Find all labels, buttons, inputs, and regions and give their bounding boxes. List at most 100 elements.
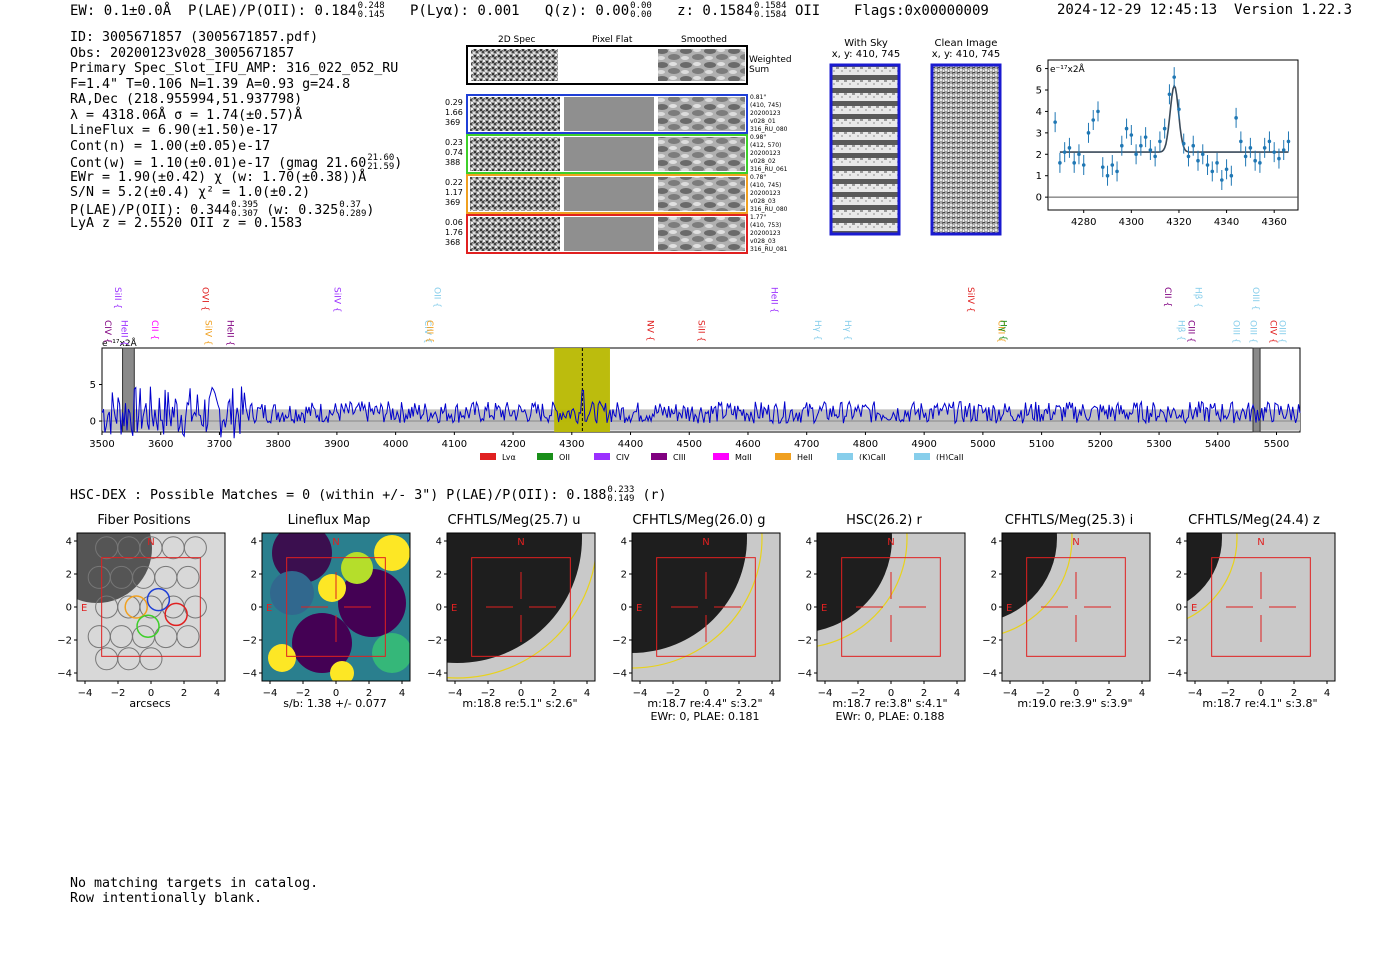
spec-line-marker: OII { bbox=[431, 287, 441, 308]
spec-line-marker: Hγ { bbox=[812, 320, 822, 341]
plae2-w: (w: 0.325 bbox=[266, 202, 339, 218]
zoom-data-point bbox=[1153, 154, 1157, 159]
spec-legend-label: CIII bbox=[673, 453, 686, 460]
panel-xtick-label: −4 bbox=[818, 688, 833, 699]
spec-ytick-label: 5 bbox=[90, 380, 96, 391]
plae2-end: ) bbox=[366, 202, 375, 218]
panel-plot: N E −4 4 −2 2 0 0 2 −2 4 −4 bbox=[1167, 532, 1336, 699]
plae2-w-hi: 0.37 bbox=[339, 199, 361, 210]
spec-row-left-stat: 369 bbox=[445, 198, 460, 207]
hsc-summary-text: HSC-DEX : Possible Matches = 0 (within +… bbox=[70, 488, 607, 503]
zoom-xtick-label: 4360 bbox=[1261, 217, 1286, 228]
header-bar: EW: 0.1±0.0Å P(LAE)/P(OII): 0.184 0.248 0.… bbox=[70, 2, 989, 20]
spec-error-band bbox=[102, 409, 1300, 431]
zoom-xtick-label: 4280 bbox=[1071, 217, 1096, 228]
panel-xtick-label: −4 bbox=[1003, 688, 1018, 699]
spec-row-flat bbox=[564, 217, 654, 251]
zoom-plot-frame bbox=[1047, 59, 1299, 211]
panel-xtick-label: 0 bbox=[518, 688, 524, 699]
panel-ytick-label: 0 bbox=[621, 603, 627, 614]
panel-ytick-label: −2 bbox=[57, 636, 72, 647]
imaging-panel: HSC(26.2) r N E −4 4 −2 2 0 0 2 −2 4 −4 m:18.7 re:3.8… bbox=[790, 510, 975, 725]
spec-line-marker: HeII { bbox=[225, 320, 235, 346]
zoom-data-point bbox=[1077, 152, 1081, 157]
spec-ylabel: e⁻¹⁷x2Å bbox=[102, 337, 138, 349]
panel-image bbox=[77, 533, 225, 681]
zoom-data-point bbox=[1234, 116, 1238, 120]
weighted-sum-label: Weighted Sum bbox=[749, 55, 792, 75]
spec-xtick-label: 3500 bbox=[89, 439, 114, 450]
spec-line-marker: CII { bbox=[1162, 287, 1172, 307]
panel-ytick-label: 2 bbox=[66, 570, 72, 581]
spec2d-panel: 2D Spec Pixel Flat Smoothed Weighted Sum… bbox=[440, 33, 800, 255]
panel-ytick-label: −4 bbox=[57, 669, 72, 680]
galaxy-ellipse bbox=[632, 533, 763, 669]
panel-xtick-label: 4 bbox=[584, 688, 590, 699]
lineflux-blob bbox=[318, 574, 346, 602]
spec-row-left-stat: 1.76 bbox=[445, 228, 463, 237]
zoom-data-point bbox=[1081, 163, 1086, 167]
info-plae: P(LAE)/P(OII): 0.344 0.395 0.307 (w: 0.325… bbox=[70, 199, 402, 218]
spec-line-marker: NV { bbox=[645, 320, 655, 341]
panel-xtick-label: 0 bbox=[888, 688, 894, 699]
spec-row-2d bbox=[470, 217, 560, 251]
bright-galaxy bbox=[447, 533, 582, 663]
spec-xtick-label: 4500 bbox=[677, 439, 702, 450]
east-label: E bbox=[821, 603, 827, 614]
spec-row-2d bbox=[470, 137, 560, 171]
zoom-data-point bbox=[1277, 156, 1281, 161]
detection-info: ID: 3005671857 (3005671857.pdf) Obs: 202… bbox=[70, 30, 402, 232]
east-label: E bbox=[1191, 603, 1197, 614]
panel-caption: m:18.7 re:4.4" s:3.2" bbox=[647, 697, 763, 710]
spec-line-marker: SiIV { bbox=[202, 320, 212, 346]
zoom-xtick-label: 4340 bbox=[1214, 217, 1239, 228]
info-ewr: EWr = 1.90(±0.42) χ (w: 1.70(±0.38))Å bbox=[70, 169, 367, 185]
datetime: 2024-12-29 12:45:13 bbox=[1057, 2, 1218, 18]
zoom-data-point bbox=[1272, 150, 1276, 154]
spec-row-left-stat: 0.22 bbox=[445, 178, 463, 187]
spec-row-left-stat: 0.74 bbox=[445, 148, 463, 157]
spec-row-2d bbox=[470, 97, 560, 131]
panel-ytick-label: −4 bbox=[427, 669, 442, 680]
spec-xtick-label: 3700 bbox=[207, 439, 232, 450]
zoom-data-point bbox=[1115, 169, 1119, 174]
panel-ytick-label: 2 bbox=[251, 570, 257, 581]
panel-ytick-label: 4 bbox=[66, 537, 72, 548]
zoom-data-point bbox=[1181, 141, 1186, 146]
spec-row-right-meta: v028_03 bbox=[750, 238, 776, 245]
panel-xtick-label: 2 bbox=[181, 688, 187, 699]
hsc-hi: 0.233 bbox=[607, 485, 635, 495]
spec-legend-label: CIV bbox=[616, 453, 630, 460]
spec-line-marker: CIII { bbox=[424, 320, 434, 343]
zoom-data-point bbox=[1215, 161, 1219, 165]
spec-row-right-meta: (410, 745) bbox=[750, 182, 781, 189]
panel-xtick-label: −4 bbox=[263, 688, 278, 699]
with-sky-title: With Sky x, y: 410, 745 bbox=[820, 38, 912, 60]
spec-row-right-meta: (410, 753) bbox=[750, 222, 781, 229]
panel-ytick-label: 0 bbox=[1176, 603, 1182, 614]
spec-xtick-label: 3800 bbox=[265, 439, 290, 450]
zoom-data-point bbox=[1248, 146, 1253, 150]
panel-ytick-label: 2 bbox=[991, 570, 997, 581]
timestamp-version: 2024-12-29 12:45:13 Version 1.22.3 bbox=[1057, 2, 1352, 18]
spec-xtick-label: 5300 bbox=[1146, 439, 1171, 450]
spec-xtick-label: 4100 bbox=[442, 439, 467, 450]
z-value: z: 0.1584 bbox=[677, 3, 753, 19]
z-lo: 0.1584 bbox=[754, 10, 787, 20]
aperture-box bbox=[656, 557, 756, 657]
zoom-data-point bbox=[1167, 92, 1172, 97]
zoom-ytick-label: 3 bbox=[1036, 128, 1042, 139]
panel-caption: m:18.7 re:4.1" s:3.8" bbox=[1202, 697, 1318, 710]
qz-hi: 0.00 bbox=[630, 1, 652, 11]
spec-row-right-meta: (410, 745) bbox=[750, 102, 781, 109]
panel-ytick-label: 0 bbox=[66, 603, 72, 614]
panel-caption: m:18.8 re:5.1" s:2.6" bbox=[462, 697, 578, 710]
spec-legend-label: MgII bbox=[735, 453, 752, 460]
panel-ytick-label: −2 bbox=[797, 636, 812, 647]
panel-ytick-label: −4 bbox=[982, 669, 997, 680]
zoom-data-point bbox=[1139, 143, 1143, 148]
panel-ytick-label: 4 bbox=[806, 537, 812, 548]
zoom-data-point bbox=[1229, 173, 1234, 178]
panel-xtick-label: −2 bbox=[666, 688, 681, 699]
spec-xtick-label: 4200 bbox=[500, 439, 525, 450]
